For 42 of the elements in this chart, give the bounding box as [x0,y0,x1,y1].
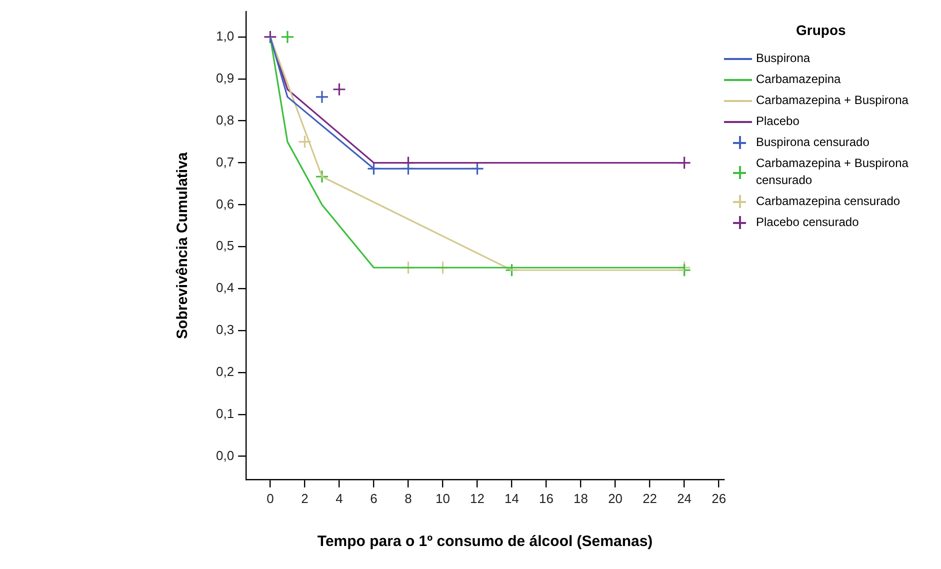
legend-label: Buspirona censurado [756,134,870,151]
x-tick-label: 12 [470,490,485,506]
x-tick-label: 18 [574,490,588,506]
legend-label: Carbamazepina + Buspirona censurado [756,155,910,189]
y-tick-label: 0,5 [216,238,234,254]
x-tick-label: 2 [301,490,308,506]
x-tick-label: 10 [436,490,450,506]
legend-label: Placebo [756,113,800,130]
point [332,82,346,96]
x-tick-label: 14 [504,490,520,506]
y-tick-label: 0,6 [216,196,234,212]
x-tick-label: 8 [404,490,412,506]
y-tick-label: 0,7 [216,154,234,170]
y-tick-label: 0,8 [216,112,234,128]
y-tick-label: 0,0 [216,448,234,463]
y-tick-label: 0,3 [216,322,234,338]
x-tick-label: 20 [608,490,623,506]
y-axis-title: Sobrevivência Cumulativa [174,152,192,339]
y-tick-label: 0,9 [216,70,234,86]
y-tick-label: 0,1 [216,406,234,421]
x-tick-label: 0 [266,490,274,506]
legend-label: Carbamazepina + Buspirona [756,92,908,109]
legend-label: Buspirona [756,50,810,67]
y-tick-label: 1,0 [216,28,234,44]
x-tick-label: 26 [712,490,726,506]
x-axis-title: Tempo para o 1º consumo de álcool (Semanas) [317,533,653,550]
x-tick-label: 6 [370,490,378,506]
legend-label: Placebo censurado [756,214,859,231]
x-tick-label: 4 [336,490,343,506]
point [280,30,294,44]
x-tick-label: 22 [642,490,658,506]
point [315,170,329,184]
y-tick-label: 0,2 [216,364,234,380]
legend-label: Carbamazepina censurado [756,193,900,210]
point [315,90,329,104]
x-tick-label: 24 [677,490,692,506]
point [263,30,278,44]
x-tick-label: 16 [539,490,554,506]
y-tick-label: 0,4 [216,280,234,296]
legend-title: Grupos [796,22,847,38]
legend-label: Carbamazepina [756,71,841,88]
point [298,135,312,149]
